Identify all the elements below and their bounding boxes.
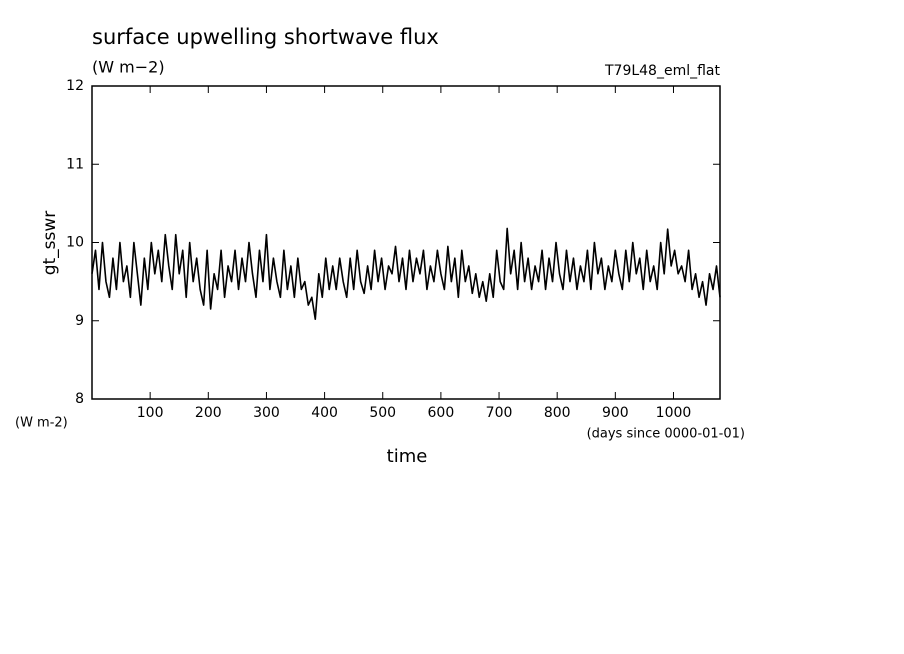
x-axis-label: time <box>387 446 428 467</box>
y-tick-label: 8 <box>75 391 84 407</box>
x-tick-label: 400 <box>311 405 338 421</box>
y-unit: (W m-2) <box>15 416 68 431</box>
y-tick-label: 11 <box>66 156 84 172</box>
x-tick-label: 800 <box>544 405 571 421</box>
x-tick-label: 1000 <box>656 405 692 421</box>
x-tick-label: 500 <box>369 405 396 421</box>
x-tick-label: 600 <box>428 405 455 421</box>
chart-title: surface upwelling shortwave flux <box>92 25 439 49</box>
x-tick-label: 100 <box>137 405 164 421</box>
x-tick-label: 900 <box>602 405 629 421</box>
y-axis-label: gt_sswr <box>40 211 60 276</box>
chart-subtitle: (W m−2) <box>92 58 165 77</box>
annotation: T79L48_eml_flat <box>604 63 721 79</box>
y-tick-label: 12 <box>66 78 84 94</box>
x-tick-label: 300 <box>253 405 280 421</box>
y-tick-label: 10 <box>66 235 84 251</box>
x-tick-label: 200 <box>195 405 222 421</box>
x-unit: (days since 0000-01-01) <box>587 427 745 442</box>
x-tick-label: 700 <box>486 405 513 421</box>
data-line <box>91 227 721 320</box>
y-tick-label: 9 <box>75 313 84 329</box>
